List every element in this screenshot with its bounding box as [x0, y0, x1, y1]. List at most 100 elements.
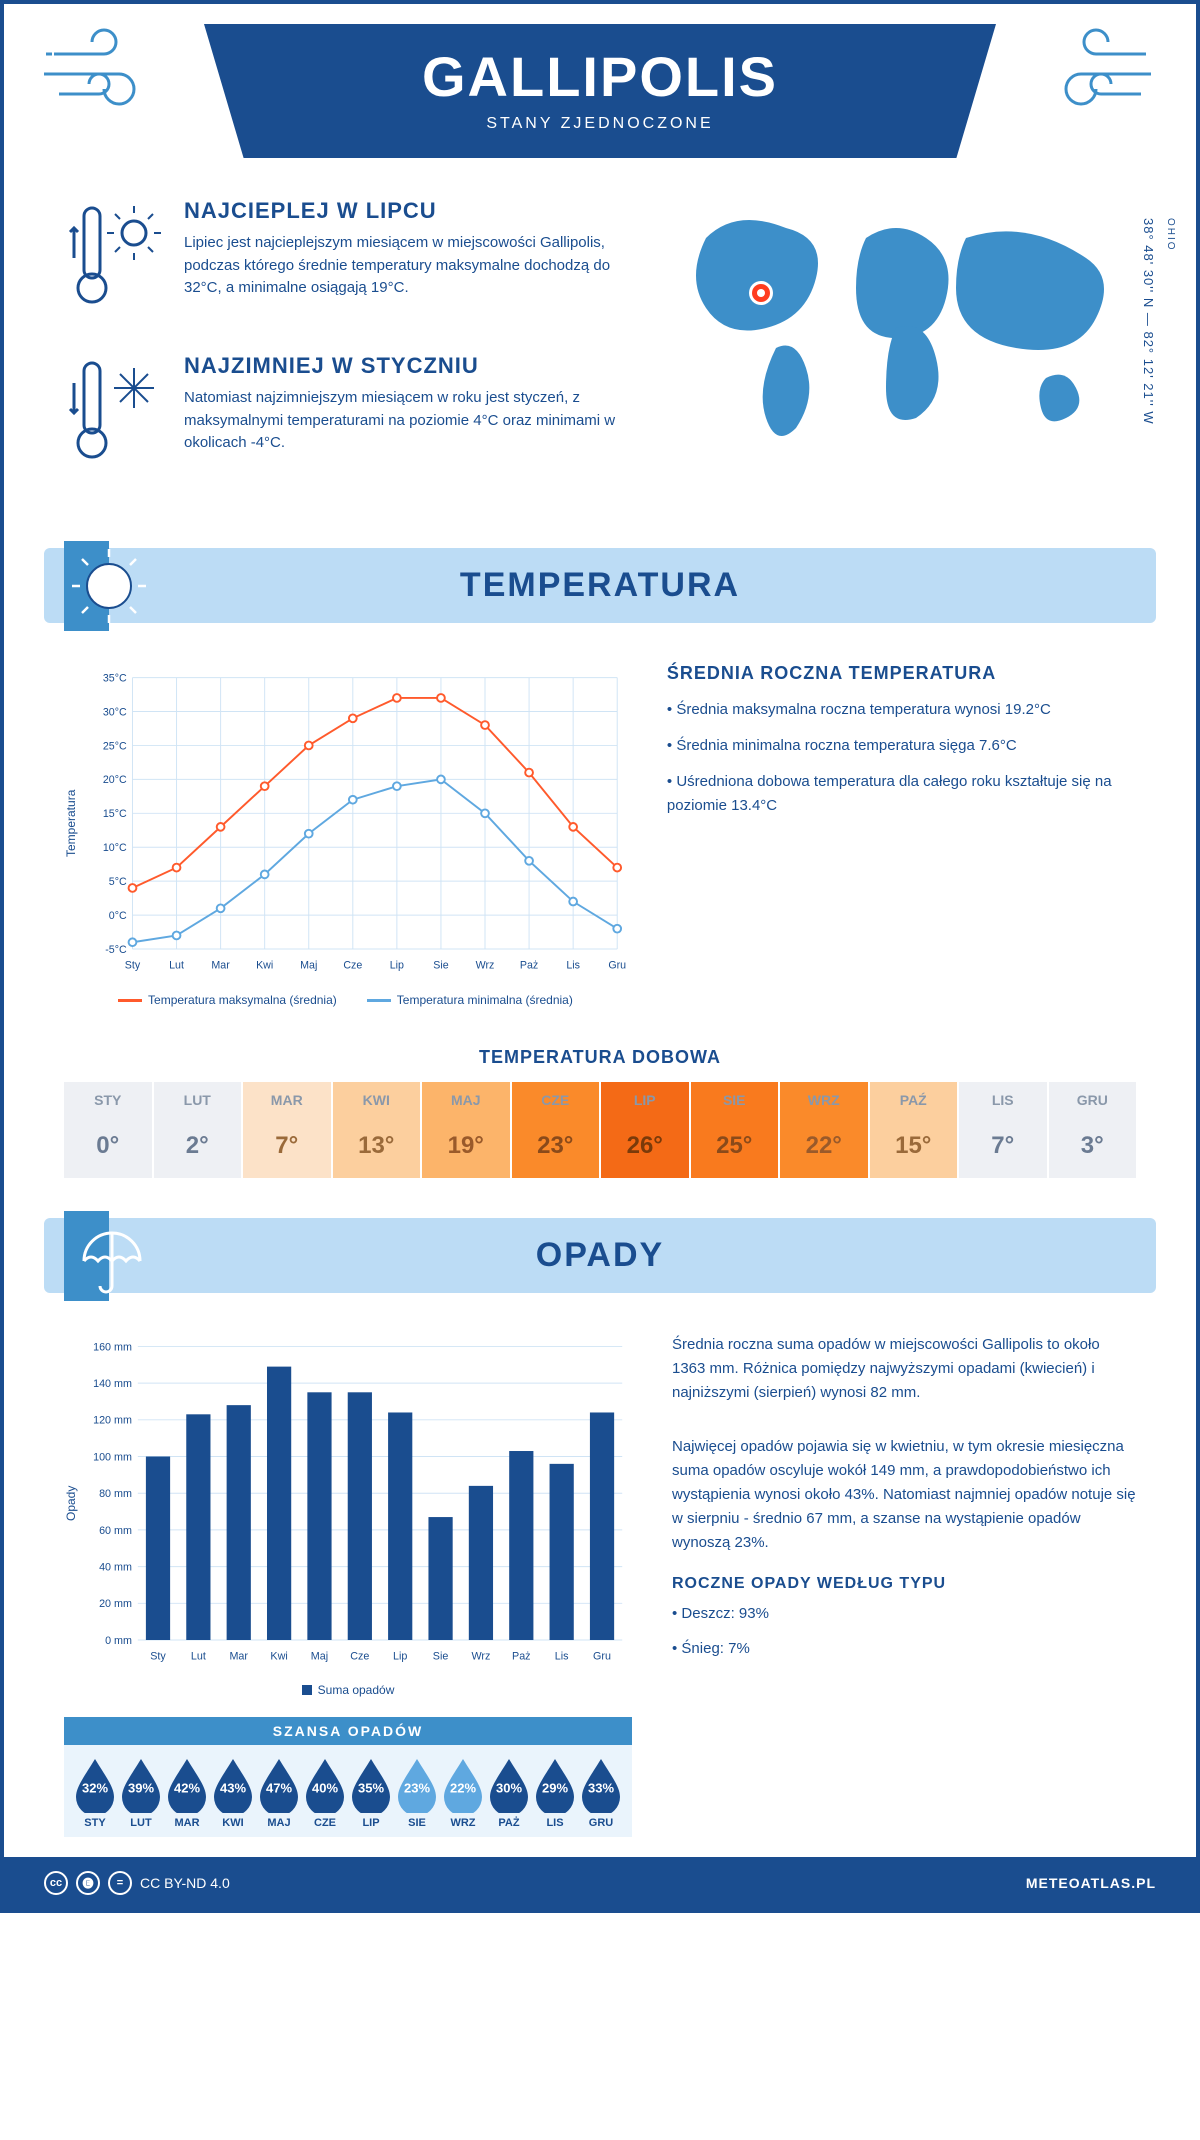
chance-value: 22% [450, 1780, 476, 1795]
legend-max: Temperatura maksymalna (średnia) [148, 993, 337, 1007]
state-text: OHIO [1165, 218, 1176, 252]
precip-text: Średnia roczna suma opadów w miejscowośc… [672, 1333, 1136, 1405]
svg-text:30°C: 30°C [103, 706, 127, 718]
svg-text:Kwi: Kwi [270, 1651, 287, 1663]
license-text: CC BY-ND 4.0 [140, 1875, 230, 1891]
chance-month: MAJ [256, 1817, 302, 1829]
daily-value: 19° [422, 1118, 510, 1178]
daily-cell: WRZ 22° [780, 1082, 870, 1178]
world-map-icon [656, 198, 1136, 458]
sun-icon [64, 541, 154, 631]
footer: cc 🅔 = CC BY-ND 4.0 METEOATLAS.PL [4, 1857, 1196, 1909]
precip-rain: • Deszcz: 93% [672, 1603, 1136, 1626]
daily-temp-grid: STY 0°LUT 2°MAR 7°KWI 13°MAJ 19°CZE 23°L… [64, 1082, 1136, 1178]
daily-cell: STY 0° [64, 1082, 154, 1178]
svg-text:20°C: 20°C [103, 774, 127, 786]
chance-value: 35% [358, 1780, 384, 1795]
daily-month: WRZ [780, 1082, 868, 1118]
precip-band: OPADY [44, 1218, 1156, 1293]
temp-bullet: • Uśredniona dobowa temperatura dla całe… [667, 770, 1136, 818]
svg-text:Lut: Lut [191, 1651, 206, 1663]
daily-value: 13° [333, 1118, 421, 1178]
daily-month: MAJ [422, 1082, 510, 1118]
page-subtitle: STANY ZJEDNOCZONE [284, 115, 916, 133]
daily-value: 22° [780, 1118, 868, 1178]
chance-month: LUT [118, 1817, 164, 1829]
svg-text:0 mm: 0 mm [105, 1635, 132, 1647]
daily-month: KWI [333, 1082, 421, 1118]
precip-bar-chart: 0 mm20 mm40 mm60 mm80 mm100 mm120 mm140 … [84, 1333, 632, 1673]
site-name: METEOATLAS.PL [1026, 1875, 1156, 1891]
chance-month: MAR [164, 1817, 210, 1829]
chance-value: 23% [404, 1780, 430, 1795]
raindrop-icon: 23% [394, 1757, 440, 1813]
raindrop-icon: 35% [348, 1757, 394, 1813]
cc-icon: cc [44, 1871, 68, 1895]
chance-value: 42% [174, 1780, 200, 1795]
daily-temp-title: TEMPERATURA DOBOWA [4, 1047, 1196, 1068]
chance-cell: 29% LIS [532, 1757, 578, 1829]
svg-text:25°C: 25°C [103, 740, 127, 752]
nd-icon: = [108, 1871, 132, 1895]
wind-icon [1016, 24, 1156, 124]
svg-text:Gru: Gru [608, 959, 626, 971]
thermometer-sun-icon [64, 198, 164, 323]
temperature-line-chart: -5°C0°C5°C10°C15°C20°C25°C30°C35°CStyLut… [84, 663, 627, 983]
daily-cell: SIE 25° [691, 1082, 781, 1178]
svg-text:100 mm: 100 mm [93, 1451, 132, 1463]
temp-legend: Temperatura maksymalna (średnia) Tempera… [64, 993, 627, 1007]
raindrop-icon: 33% [578, 1757, 624, 1813]
hot-title: NAJCIEPLEJ W LIPCU [184, 198, 616, 224]
daily-cell: MAJ 19° [422, 1082, 512, 1178]
chance-value: 43% [220, 1780, 246, 1795]
temperature-title: TEMPERATURA [44, 566, 1156, 605]
chance-cell: 40% CZE [302, 1757, 348, 1829]
svg-text:Sty: Sty [125, 959, 141, 971]
chance-month: SIE [394, 1817, 440, 1829]
hot-text: Lipiec jest najcieplejszym miesiącem w m… [184, 232, 616, 300]
daily-cell: MAR 7° [243, 1082, 333, 1178]
chance-cell: 43% KWI [210, 1757, 256, 1829]
precip-type-title: ROCZNE OPADY WEDŁUG TYPU [672, 1575, 1136, 1593]
daily-value: 25° [691, 1118, 779, 1178]
license-block: cc 🅔 = CC BY-ND 4.0 [44, 1871, 230, 1895]
precip-title: OPADY [44, 1236, 1156, 1275]
raindrop-icon: 22% [440, 1757, 486, 1813]
chance-value: 30% [496, 1780, 522, 1795]
svg-text:40 mm: 40 mm [99, 1562, 132, 1574]
svg-text:Lis: Lis [555, 1651, 569, 1663]
svg-text:120 mm: 120 mm [93, 1415, 132, 1427]
chance-month: KWI [210, 1817, 256, 1829]
daily-month: MAR [243, 1082, 331, 1118]
svg-text:Sty: Sty [150, 1651, 166, 1663]
temp-summary: ŚREDNIA ROCZNA TEMPERATURA • Średnia mak… [667, 663, 1136, 1007]
svg-text:Sie: Sie [433, 1651, 449, 1663]
daily-cell: CZE 23° [512, 1082, 602, 1178]
svg-text:Sie: Sie [433, 959, 448, 971]
svg-text:60 mm: 60 mm [99, 1525, 132, 1537]
raindrop-icon: 47% [256, 1757, 302, 1813]
daily-cell: PAŹ 15° [870, 1082, 960, 1178]
raindrop-icon: 42% [164, 1757, 210, 1813]
precip-summary: Średnia roczna suma opadów w miejscowośc… [672, 1333, 1136, 1837]
chance-row: 32% STY 39% LUT 42% MAR 43% KWI 47% MAJ … [64, 1745, 632, 1837]
cold-text: Natomiast najzimniejszym miesiącem w rok… [184, 387, 616, 455]
chance-month: WRZ [440, 1817, 486, 1829]
svg-text:Kwi: Kwi [256, 959, 273, 971]
raindrop-icon: 29% [532, 1757, 578, 1813]
daily-cell: LUT 2° [154, 1082, 244, 1178]
chance-value: 33% [588, 1780, 614, 1795]
temperature-chart: Temperatura -5°C0°C5°C10°C15°C20°C25°C30… [64, 663, 627, 1007]
svg-text:Lis: Lis [566, 959, 580, 971]
chance-value: 47% [266, 1780, 292, 1795]
daily-month: GRU [1049, 1082, 1137, 1118]
svg-text:20 mm: 20 mm [99, 1598, 132, 1610]
raindrop-icon: 30% [486, 1757, 532, 1813]
chance-value: 29% [542, 1780, 568, 1795]
precip-legend: Suma opadów [64, 1683, 632, 1697]
chance-cell: 23% SIE [394, 1757, 440, 1829]
daily-month: STY [64, 1082, 152, 1118]
temp-bullet: • Średnia minimalna roczna temperatura s… [667, 734, 1136, 758]
svg-text:Maj: Maj [311, 1651, 328, 1663]
temp-y-axis-label: Temperatura [64, 663, 78, 983]
